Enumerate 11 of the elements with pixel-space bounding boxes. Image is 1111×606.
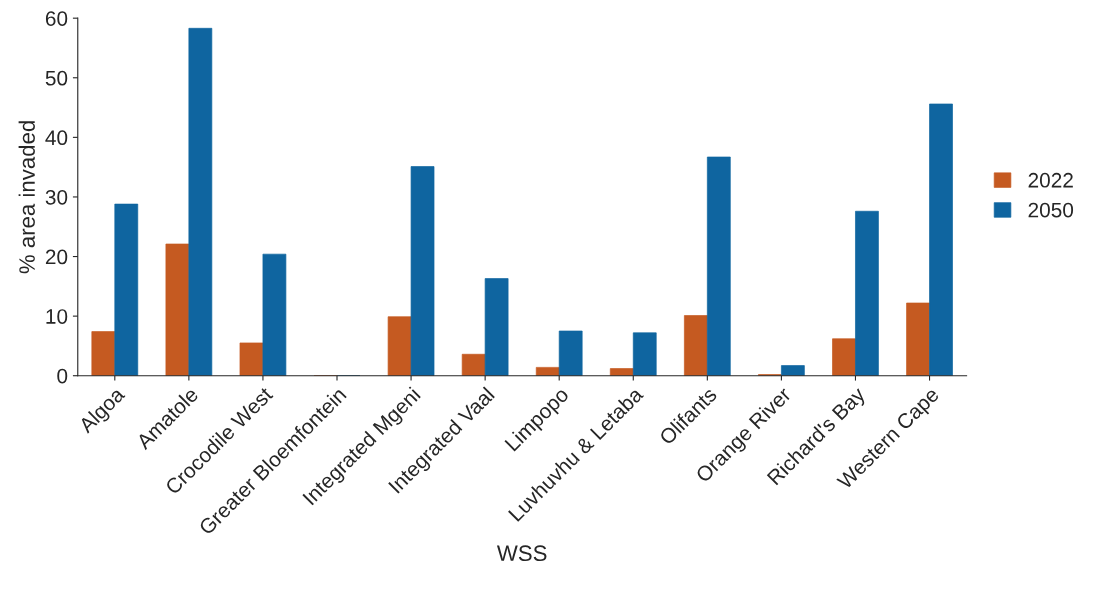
y-tick-label: 50 [45, 70, 68, 86]
y-tick-label: 20 [45, 249, 68, 265]
y-tick-label: 40 [45, 130, 68, 146]
y-tick-label: 10 [46, 309, 68, 324]
y-tick-label: 0 [57, 368, 68, 384]
legend-label: 2022 [1028, 172, 1073, 188]
legend-label: 2050 [1028, 202, 1074, 218]
x-axis-title: WSS [496, 545, 547, 562]
y-tick-label: 30 [45, 189, 68, 205]
y-tick-label: 60 [45, 11, 68, 26]
y-axis-title: % area invaded [18, 121, 35, 274]
